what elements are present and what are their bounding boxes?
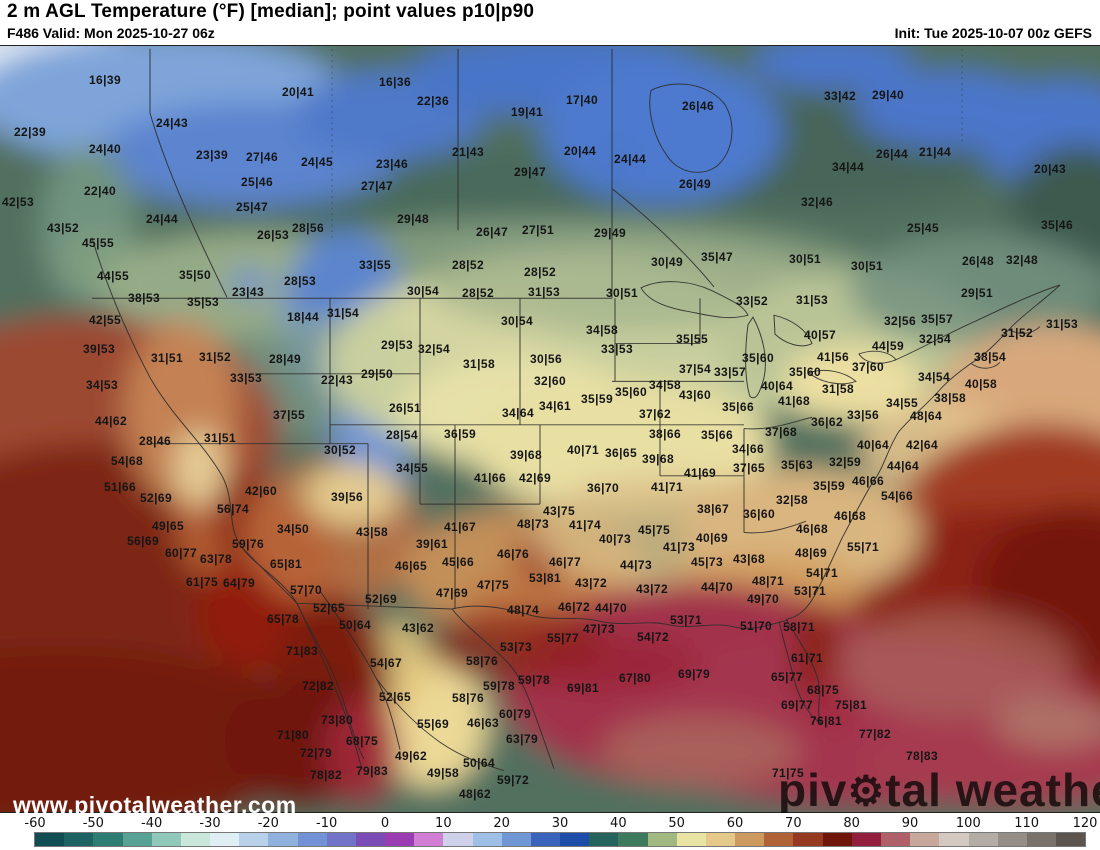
colorbar-segment [997, 833, 1027, 846]
atlantic-coastline [785, 284, 1061, 620]
colorbar-segment [151, 833, 181, 846]
temperature-map-canvas [0, 45, 1100, 813]
model-init-time: Init: Tue 2025-10-07 00z GEFS [894, 25, 1092, 41]
colorbar-segment [764, 833, 794, 846]
colorbar-segment [589, 833, 619, 846]
colorbar-tick: 100 [955, 816, 981, 831]
colorbar-segment [443, 833, 473, 846]
colorbar-segment [297, 833, 327, 846]
lake-huron [773, 314, 813, 347]
colorbar-segment [793, 833, 823, 846]
us-mexico-border [241, 547, 453, 610]
colorbar-segment [268, 833, 298, 846]
colorbar-tick: -20 [257, 816, 279, 831]
lake-michigan [745, 316, 766, 399]
colorbar-segment [210, 833, 240, 846]
mexico-gulf-coastline [451, 608, 555, 769]
colorbar-tick: 110 [1014, 816, 1040, 831]
florida-coastline [778, 619, 823, 725]
graticule-lines [331, 48, 963, 240]
colorbar-segment [968, 833, 998, 846]
hudson-bay [649, 83, 733, 173]
colorbar-segment [910, 833, 940, 846]
colorbar-tick: -50 [82, 816, 104, 831]
colorbar-tick: -40 [141, 816, 163, 831]
colorbar-segment [64, 833, 94, 846]
colorbar-segment [939, 833, 969, 846]
temperature-field-svg [0, 46, 1100, 812]
colorbar-segment [122, 833, 152, 846]
colorbar-segment [676, 833, 706, 846]
lake-erie [808, 369, 857, 385]
st-lawrence-border [893, 284, 1061, 361]
colorbar-segment [560, 833, 590, 846]
colorbar-tick: 90 [901, 816, 919, 831]
colorbar-segment [93, 833, 123, 846]
colorbar-segment [414, 833, 444, 846]
colorbar-segment [239, 833, 269, 846]
colorbar-tick: 0 [380, 816, 390, 831]
colorbar-gradient [34, 832, 1086, 847]
baja-coastline [296, 590, 505, 771]
brand-text-pre: piv [778, 764, 848, 816]
forecast-valid-time: F486 Valid: Mon 2025-10-27 06z [7, 25, 215, 41]
colorbar-segment [705, 833, 736, 846]
colorbar-segment [1026, 833, 1057, 846]
gear-icon: ⚙ [847, 768, 886, 814]
colorbar-strip: -60 -50 -40 -30 -20 -10 0 10 20 30 40 50 60 70 80 90 100… [0, 813, 1100, 850]
colorbar-segment [501, 833, 531, 846]
maritimes-coastline [970, 326, 1041, 369]
colorbar-tick: 40 [610, 816, 627, 831]
colorbar-tick: 60 [726, 816, 744, 831]
lake-superior [640, 281, 749, 319]
colorbar-tick: -30 [199, 816, 221, 831]
colorbar-segment [385, 833, 415, 846]
lake-ontario [858, 350, 897, 364]
colorbar-segment [472, 833, 502, 846]
brand-text-post: tal weather [885, 764, 1100, 816]
colorbar-tick: 70 [785, 816, 802, 831]
colorbar-segment [180, 833, 211, 846]
header: 2 m AGL Temperature (°F) [median]; point… [0, 0, 1100, 45]
colorbar-segment [647, 833, 677, 846]
geographic-borders [91, 48, 1061, 771]
colorbar-tick: 30 [551, 816, 569, 831]
colorbar-tick: -10 [316, 816, 338, 831]
brand-watermark: piv⚙tal weather [778, 763, 1100, 817]
colorbar-tick: 50 [668, 816, 685, 831]
colorbar-tick: -60 [24, 816, 46, 831]
colorbar-segment [822, 833, 852, 846]
colorbar-tick: 20 [493, 816, 510, 831]
colorbar-segment [880, 833, 911, 846]
temperature-shading [0, 46, 1100, 812]
colorbar-tick: 10 [435, 816, 452, 831]
colorbar-segment [851, 833, 881, 846]
colorbar-segment [530, 833, 561, 846]
colorbar-segment [35, 833, 65, 846]
colorbar-segment [355, 833, 386, 846]
colorbar-segment [735, 833, 765, 846]
colorbar-segment [618, 833, 648, 846]
colorbar-tick: 80 [843, 816, 860, 831]
colorbar-tick: 120 [1072, 816, 1098, 831]
colorbar-segment [326, 833, 356, 846]
map-title: 2 m AGL Temperature (°F) [median]; point… [7, 1, 535, 22]
pacific-coastline [91, 237, 363, 769]
colorbar-ticks: -60 -50 -40 -30 -20 -10 0 10 20 30 40 50 60 70 80 90 100… [0, 816, 1100, 831]
province-borders [149, 48, 715, 299]
state-borders [150, 298, 813, 610]
gulf-coastline [451, 605, 789, 629]
colorbar-segment [1056, 833, 1086, 846]
